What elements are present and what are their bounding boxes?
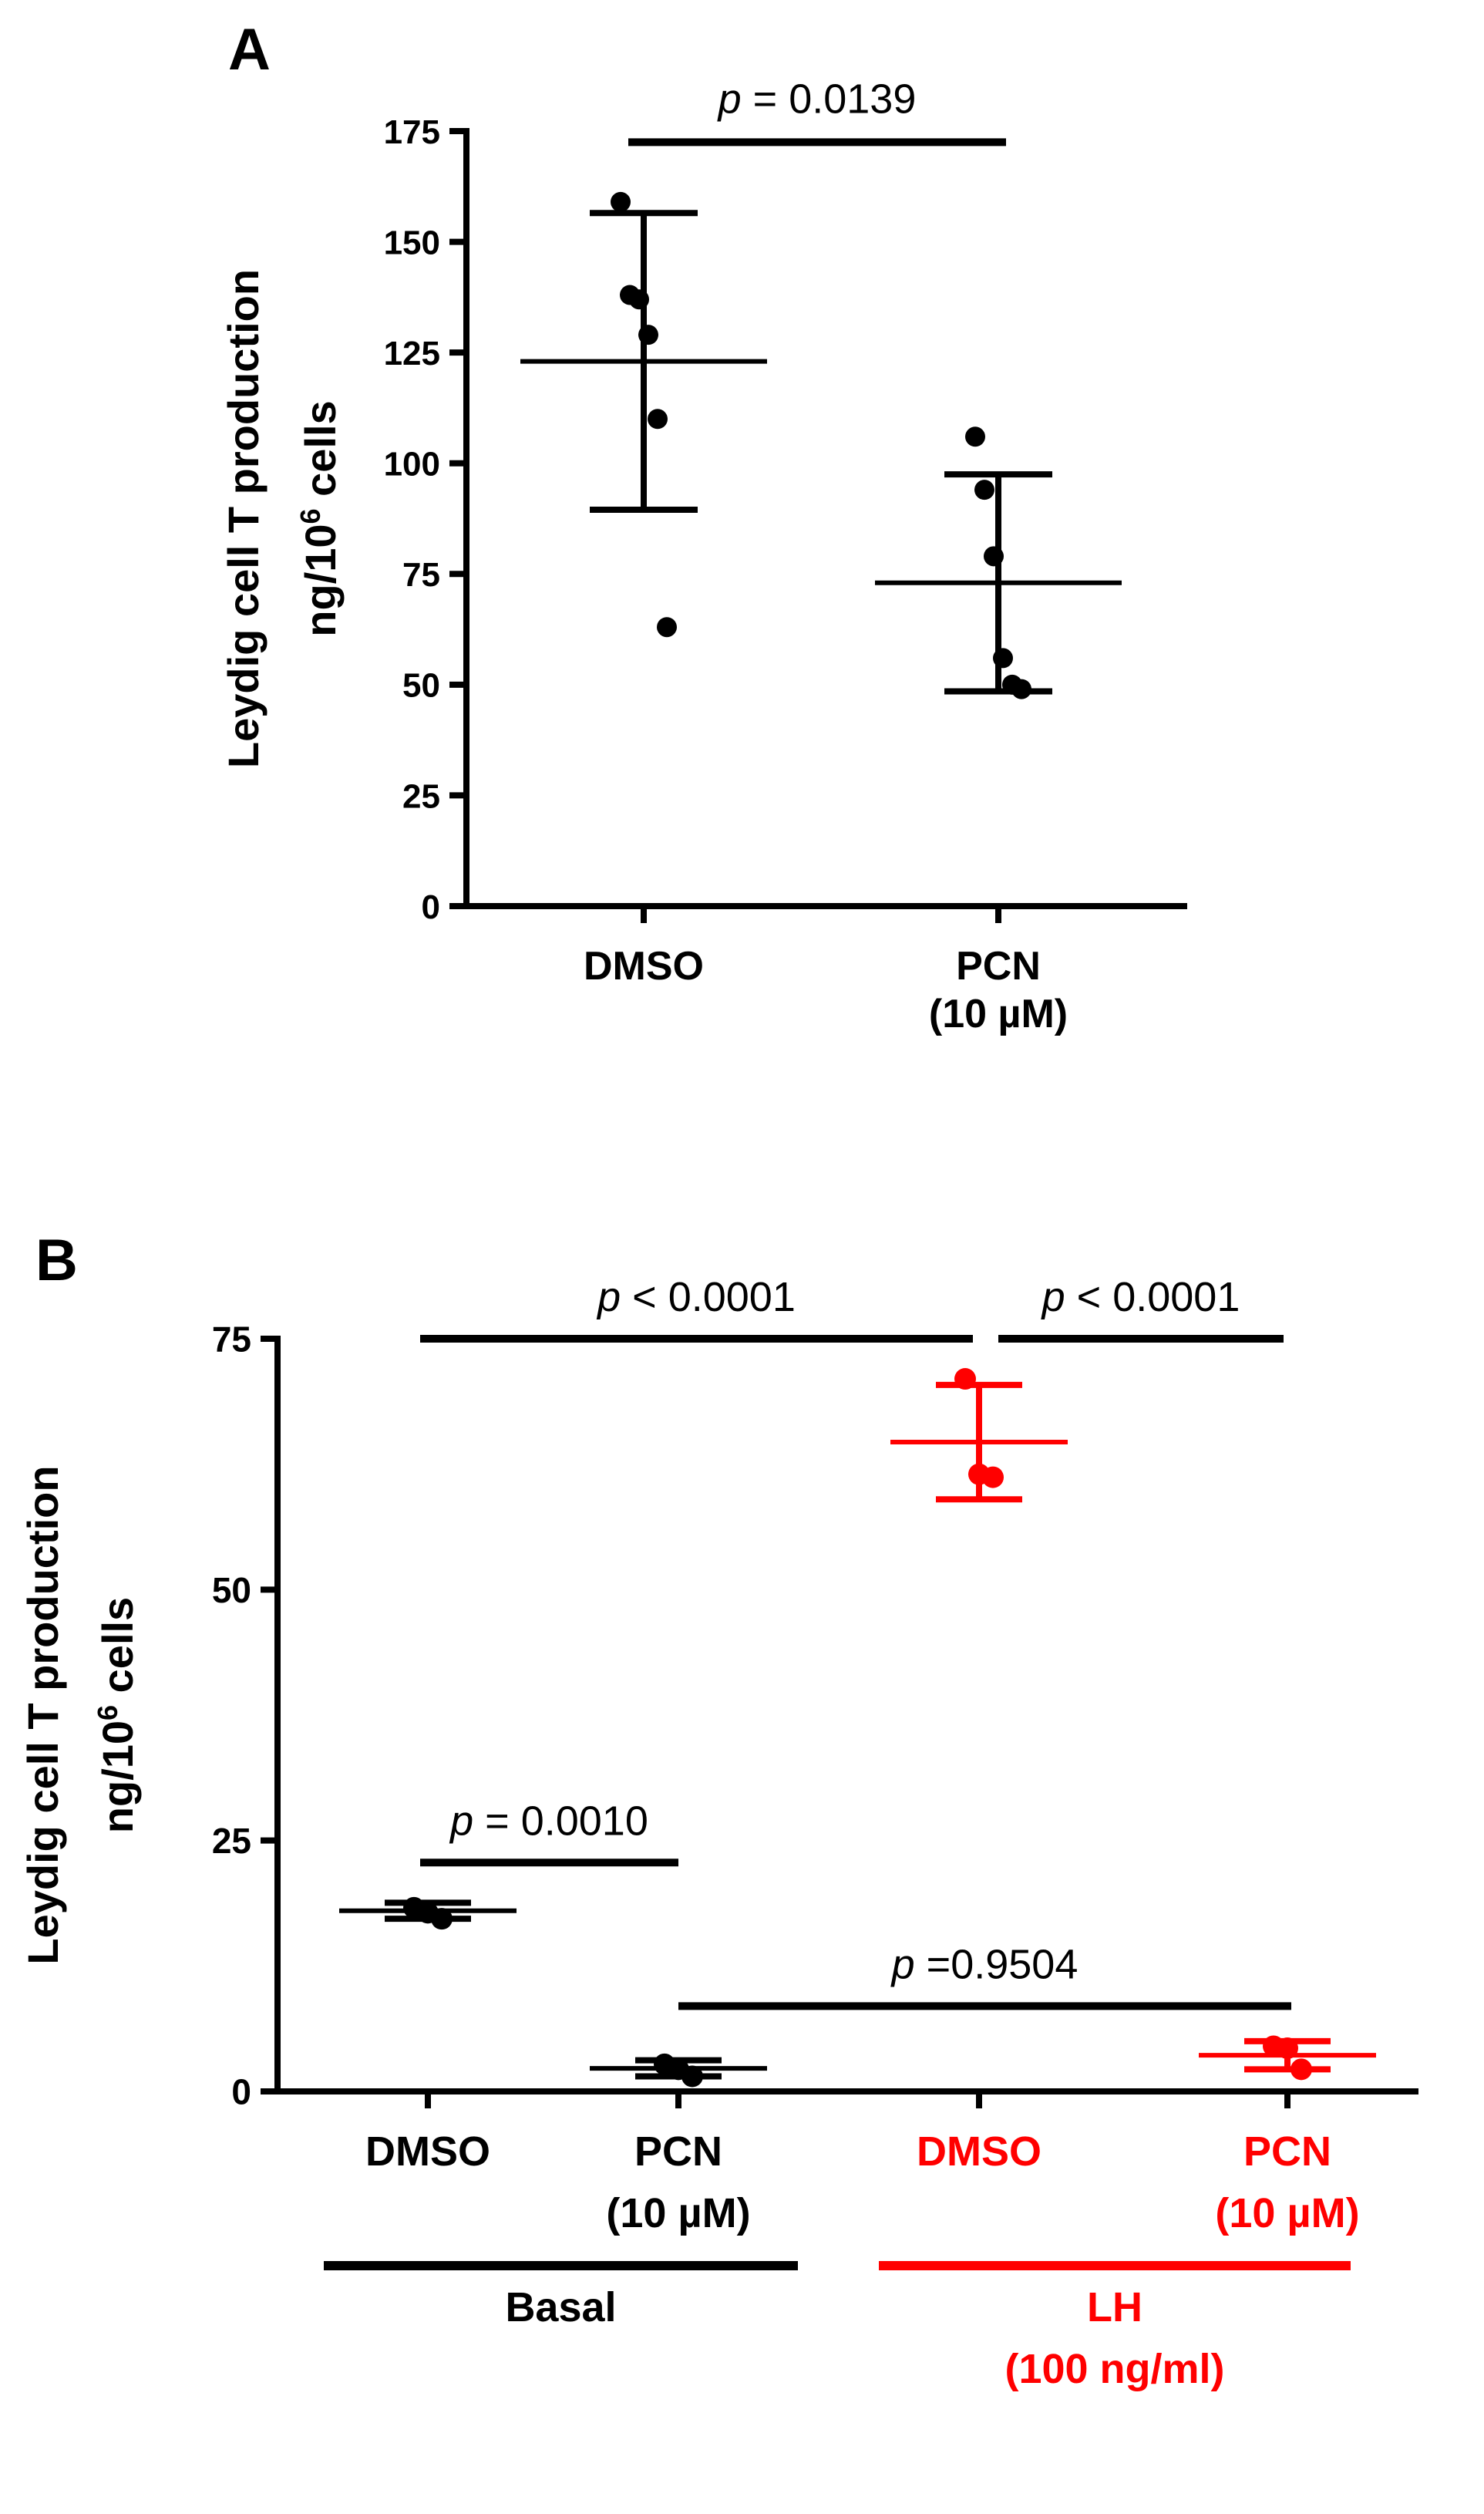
panel-b-letter: B	[35, 1228, 78, 1293]
y-axis-title-exponent: 6	[92, 1705, 123, 1720]
data-point	[974, 480, 994, 500]
x-tick-label: (10 µM)	[1215, 2190, 1359, 2236]
x-tick-label: DMSO	[584, 944, 704, 989]
p-value: =0.9504	[915, 1941, 1079, 1987]
x-tick-label: DMSO	[365, 2128, 490, 2175]
p-symbol: p	[717, 76, 742, 122]
data-point	[648, 409, 668, 430]
y-tick-label: 0	[422, 888, 440, 926]
y-tick-label: 100	[384, 446, 440, 484]
y-axis-title-units-prefix: ng/10	[93, 1720, 142, 1833]
y-tick-label: 125	[384, 335, 440, 372]
y-tick-label: 175	[384, 113, 440, 151]
data-point	[965, 426, 985, 447]
p-symbol: p	[596, 1274, 621, 1320]
p-symbol: p	[449, 1798, 473, 1844]
p-value: < 0.0001	[1065, 1274, 1240, 1320]
data-point	[611, 191, 631, 212]
panel-b-chart: 0 25 50 75 Leydig cell T production ng/106 ce…	[19, 1274, 1418, 2392]
x-tick-label: (10 µM)	[606, 2190, 750, 2236]
y-axis-title-line2: ng/106 cells	[92, 1597, 142, 1833]
data-point	[982, 1466, 1004, 1488]
data-point	[657, 617, 677, 638]
p-value-label: p =0.9504	[890, 1941, 1079, 1987]
p-value: = 0.0010	[473, 1798, 648, 1844]
y-axis-title-units-suffix: cells	[296, 400, 345, 508]
y-tick-label: 50	[212, 1570, 251, 1610]
p-value: = 0.0139	[742, 76, 917, 122]
p-symbol: p	[1041, 1274, 1065, 1320]
panel-a-letter: A	[228, 17, 271, 83]
y-axis-title-exponent: 6	[294, 508, 326, 524]
y-tick-label: 50	[402, 667, 440, 705]
y-tick-label: 25	[212, 1821, 251, 1861]
p-value: < 0.0001	[621, 1274, 796, 1320]
y-tick-label: 0	[231, 2072, 251, 2112]
p-value-label: p < 0.0001	[596, 1274, 796, 1320]
treatment-group-label: Basal	[505, 2284, 616, 2330]
p-symbol: p	[890, 1941, 915, 1987]
p-value-label: p = 0.0139	[717, 76, 917, 122]
y-axis-title-line1: Leydig cell T production	[219, 269, 268, 768]
x-tick-label: (10 µM)	[929, 992, 1068, 1036]
x-tick-label: PCN	[956, 944, 1041, 989]
y-axis-title-line1: Leydig cell T production	[19, 1465, 67, 1964]
x-tick-label: PCN	[634, 2128, 722, 2175]
y-tick-label: 25	[402, 777, 440, 815]
y-tick-label: 75	[212, 1319, 251, 1360]
p-value-label: p = 0.0010	[449, 1798, 648, 1844]
panel-a-chart: 0 25 50 75 100 125 150 175 Leydig cell T product…	[219, 76, 1187, 1036]
x-tick-label: DMSO	[917, 2128, 1041, 2175]
y-axis-title-units-suffix: cells	[93, 1597, 142, 1705]
y-tick-label: 75	[402, 556, 440, 594]
y-axis-title-units-prefix: ng/10	[296, 524, 345, 636]
treatment-group-label: (100 ng/ml)	[1004, 2346, 1224, 2392]
y-axis-title-line2: ng/106 cells	[294, 400, 345, 636]
x-tick-label: PCN	[1243, 2128, 1331, 2175]
p-value-label: p < 0.0001	[1041, 1274, 1240, 1320]
y-tick-label: 150	[384, 224, 440, 261]
treatment-group-label: LH	[1087, 2284, 1142, 2330]
